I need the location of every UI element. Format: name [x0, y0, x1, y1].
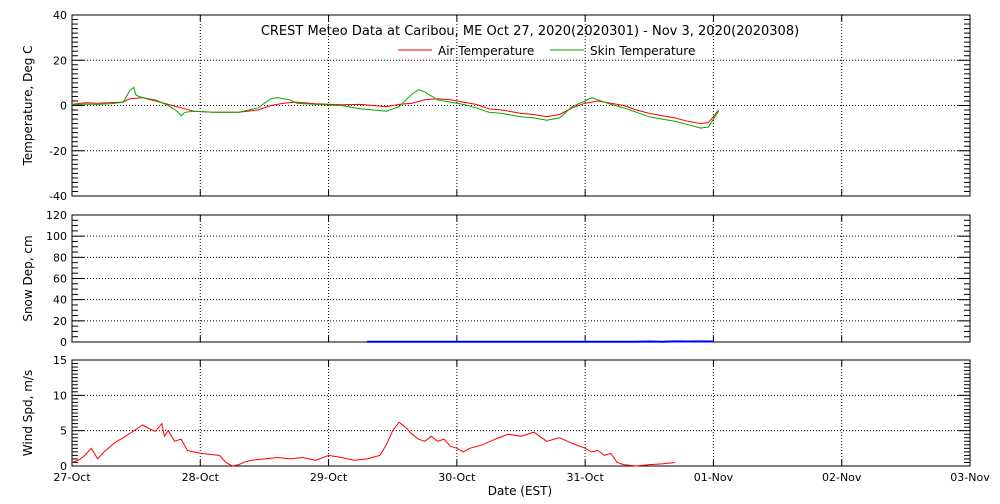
panel-2-series-0-line: [72, 422, 675, 466]
panel-1-ytick-label: 0: [60, 336, 67, 349]
x-tick-label: 31-Oct: [566, 471, 604, 484]
panel-0-ytick-label: -40: [49, 190, 67, 203]
legend-label-skin-temperature: Skin Temperature: [590, 44, 695, 58]
legend: Air Temperature Skin Temperature: [398, 44, 695, 58]
x-tick-label: 01-Nov: [694, 471, 734, 484]
x-tick-label: 03-Nov: [950, 471, 990, 484]
x-tick-label: 29-Oct: [310, 471, 348, 484]
panel-0-series-0-line: [72, 98, 719, 124]
panel-0-frame: [72, 15, 970, 196]
panel-1-ytick-label: 120: [46, 209, 67, 222]
panel-0-ytick-label: 20: [53, 54, 67, 67]
panel-2-ytick-label: 5: [60, 425, 67, 438]
panel-0-ytick-label: 0: [60, 100, 67, 113]
panel-1-frame: [72, 215, 970, 342]
panel-1-ytick-label: 40: [53, 294, 67, 307]
x-tick-label: 02-Nov: [822, 471, 862, 484]
x-axis-label: Date (EST): [488, 484, 552, 498]
panel-2-ytick-label: 10: [53, 389, 67, 402]
panel-1-y-axis-label: Snow Dep, cm: [21, 235, 35, 321]
panel-2-frame: [72, 360, 970, 466]
x-tick-label: 30-Oct: [438, 471, 476, 484]
panel-2-ytick-label: 15: [53, 354, 67, 367]
legend-label-air-temperature: Air Temperature: [438, 44, 534, 58]
panel-1-ytick-label: 80: [53, 251, 67, 264]
panel-1-ytick-label: 20: [53, 315, 67, 328]
panel-0-series-1-line: [72, 87, 719, 128]
chart-title: CREST Meteo Data at Caribou, ME Oct 27, …: [261, 24, 799, 39]
panel-0-y-axis-label: Temperature, Deg C: [21, 45, 35, 166]
panel-2-y-axis-label: Wind Spd, m/s: [21, 370, 35, 456]
panel-0-ytick-label: -20: [49, 145, 67, 158]
x-tick-label: 28-Oct: [182, 471, 220, 484]
panel-1-ytick-label: 100: [46, 230, 67, 243]
x-tick-label: 27-Oct: [53, 471, 91, 484]
panel-0-ytick-label: 40: [53, 9, 67, 22]
panel-1-ytick-label: 60: [53, 273, 67, 286]
